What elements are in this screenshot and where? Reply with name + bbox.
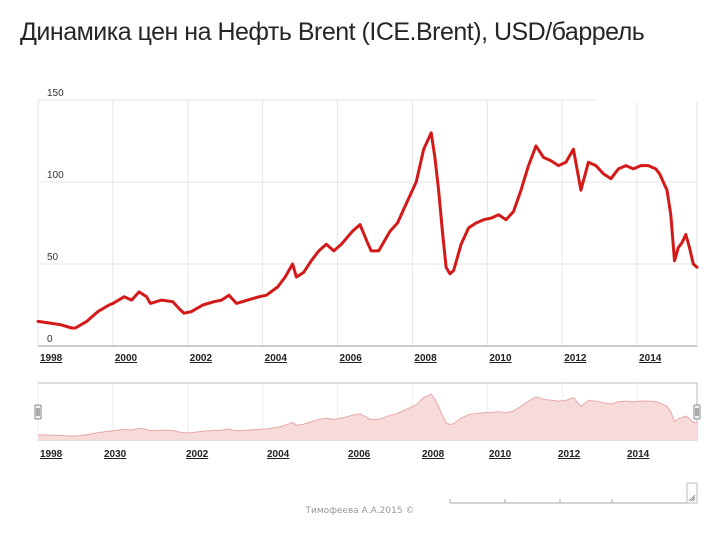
resize-grip-icon xyxy=(688,494,696,502)
footer-credit: Тимофеева А.А.2015 © xyxy=(305,506,415,516)
y-tick-label: 150 xyxy=(47,88,64,99)
navigator-x-tick-label: 2014 xyxy=(627,449,650,460)
x-tick-label: 2014 xyxy=(639,353,662,364)
navigator-left-handle[interactable] xyxy=(34,404,42,420)
main-grid xyxy=(37,99,698,347)
x-tick-label: 1998 xyxy=(40,353,63,364)
navigator-x-ticks: 1998 2030 2002 2004 2006 2008 2010 2012 2014 xyxy=(40,449,650,460)
y-tick-label: 100 xyxy=(47,170,64,181)
navigator-x-tick-label: 2006 xyxy=(348,449,371,460)
x-tick-label: 2006 xyxy=(340,353,363,364)
x-tick-label: 2012 xyxy=(564,353,587,364)
scroll-ticks xyxy=(449,499,613,503)
handle-box[interactable] xyxy=(693,404,701,420)
navigator-x-tick-label: 2008 xyxy=(422,449,445,460)
navigator-x-tick-label: 2030 xyxy=(104,449,127,460)
x-tick-label: 2002 xyxy=(190,353,213,364)
navigator-x-tick-label: 2002 xyxy=(186,449,209,460)
plot-area xyxy=(37,99,698,347)
navigator-area xyxy=(38,394,697,440)
scroll-resize-handle[interactable] xyxy=(686,482,698,504)
y-axis-ticks: 0 50 100 150 xyxy=(47,88,64,345)
plot-top-mask xyxy=(596,94,706,102)
x-tick-label: 2004 xyxy=(265,353,288,364)
navigator-x-tick-label: 2010 xyxy=(489,449,512,460)
navigator-x-tick-label: 2004 xyxy=(267,449,290,460)
range-navigator[interactable]: 1998 2030 2002 2004 2006 2008 2010 2012 2014 xyxy=(34,382,701,460)
x-tick-label: 2000 xyxy=(115,353,138,364)
navigator-x-tick-label: 1998 xyxy=(40,449,63,460)
x-tick-label: 2010 xyxy=(489,353,512,364)
y-tick-label: 50 xyxy=(47,252,59,263)
navigator-line xyxy=(37,393,698,437)
y-tick-label: 0 xyxy=(47,334,53,345)
x-axis-ticks: 1998 2000 2002 2004 2006 2008 2010 2012 2014 xyxy=(40,353,662,364)
navigator-right-handle[interactable] xyxy=(693,404,701,420)
page-title: Динамика цен на Нефть Brent (ICE.Brent),… xyxy=(20,18,645,46)
navigator-x-tick-label: 2012 xyxy=(558,449,581,460)
handle-box[interactable] xyxy=(34,404,42,420)
scroll-widget[interactable] xyxy=(449,482,698,504)
price-series-line xyxy=(36,131,699,330)
x-tick-label: 2008 xyxy=(414,353,437,364)
